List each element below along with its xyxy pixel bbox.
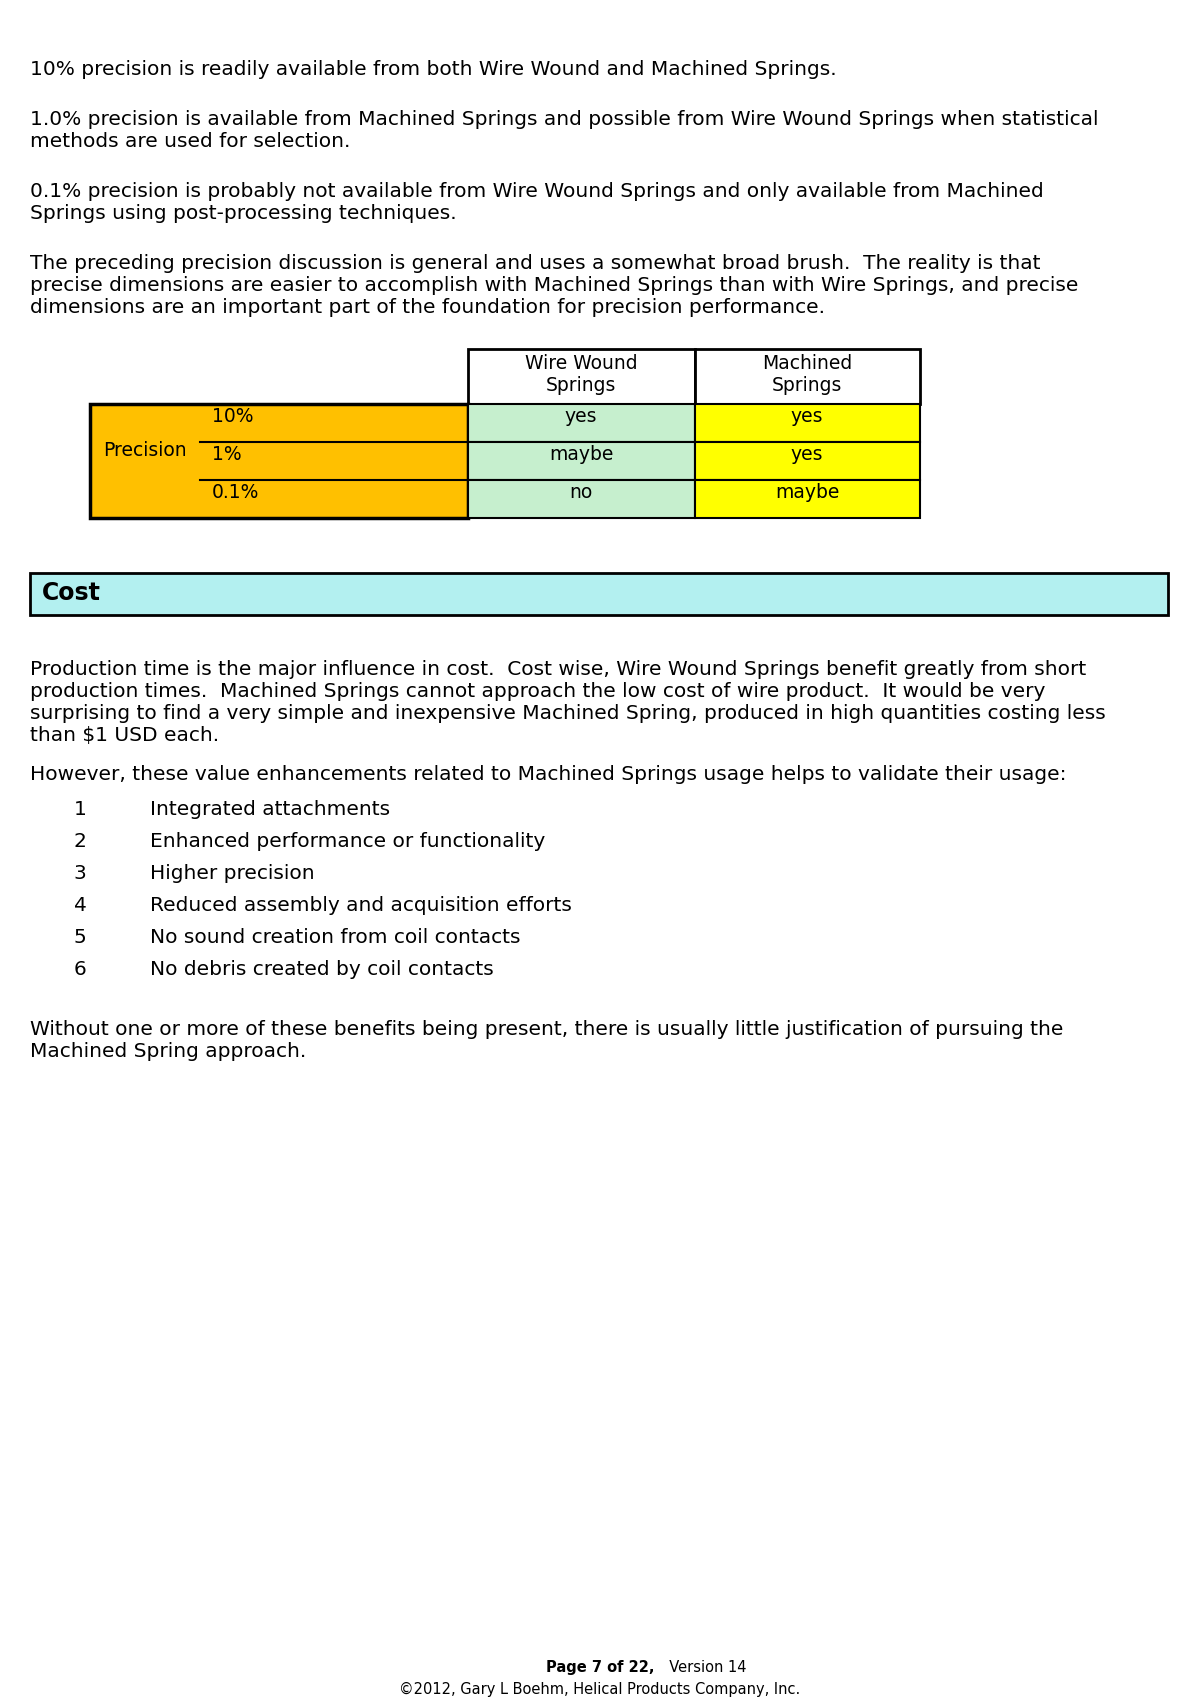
Text: 0.1%: 0.1% [212, 482, 259, 502]
Text: Machined
Springs: Machined Springs [762, 355, 852, 395]
Text: 3: 3 [73, 864, 86, 882]
Bar [695, 441, 920, 480]
Text: Wire Wound
Springs: Wire Wound Springs [524, 355, 637, 395]
Text: The preceding precision discussion is general and uses a somewhat broad brush.  : The preceding precision discussion is ge… [30, 255, 1079, 317]
Text: Precision: Precision [103, 441, 187, 460]
Text: Production time is the major influence in cost.  Cost wise, Wire Wound Springs b: Production time is the major influence i… [30, 660, 1105, 745]
Text: 1%: 1% [212, 445, 241, 463]
Bar [468, 350, 695, 404]
Text: maybe: maybe [548, 445, 613, 463]
Bar [30, 574, 1168, 614]
Text: yes: yes [791, 407, 823, 426]
Text: no: no [569, 482, 593, 502]
Bar [695, 350, 920, 404]
Text: 1.0% precision is available from Machined Springs and possible from Wire Wound S: 1.0% precision is available from Machine… [30, 110, 1098, 151]
Text: ©2012, Gary L Boehm, Helical Products Company, Inc.: ©2012, Gary L Boehm, Helical Products Co… [400, 1682, 800, 1697]
Text: Reduced assembly and acquisition efforts: Reduced assembly and acquisition efforts [150, 896, 572, 915]
Text: 6: 6 [73, 961, 86, 979]
Bar [468, 441, 695, 480]
Text: 10%: 10% [212, 407, 253, 426]
Text: 5: 5 [73, 928, 86, 947]
Text: No debris created by coil contacts: No debris created by coil contacts [150, 961, 493, 979]
Bar [468, 404, 695, 441]
Text: 0.1% precision is probably not available from Wire Wound Springs and only availa: 0.1% precision is probably not available… [30, 182, 1044, 222]
Text: Cost: Cost [42, 580, 101, 606]
Bar [468, 480, 695, 518]
Bar [90, 404, 468, 518]
Text: 1: 1 [73, 799, 86, 820]
Text: 2: 2 [73, 832, 86, 850]
Text: maybe: maybe [775, 482, 839, 502]
Text: Integrated attachments: Integrated attachments [150, 799, 390, 820]
Text: However, these value enhancements related to Machined Springs usage helps to val: However, these value enhancements relate… [30, 765, 1067, 784]
Text: Version 14: Version 14 [660, 1660, 746, 1675]
Text: Enhanced performance or functionality: Enhanced performance or functionality [150, 832, 545, 850]
Text: Page 7 of 22,: Page 7 of 22, [546, 1660, 654, 1675]
Bar [695, 480, 920, 518]
Text: yes: yes [565, 407, 598, 426]
Text: Without one or more of these benefits being present, there is usually little jus: Without one or more of these benefits be… [30, 1020, 1063, 1061]
Text: No sound creation from coil contacts: No sound creation from coil contacts [150, 928, 521, 947]
Text: Higher precision: Higher precision [150, 864, 314, 882]
Bar [695, 404, 920, 441]
Text: yes: yes [791, 445, 823, 463]
Text: 4: 4 [73, 896, 86, 915]
Text: 10% precision is readily available from both Wire Wound and Machined Springs.: 10% precision is readily available from … [30, 59, 836, 80]
